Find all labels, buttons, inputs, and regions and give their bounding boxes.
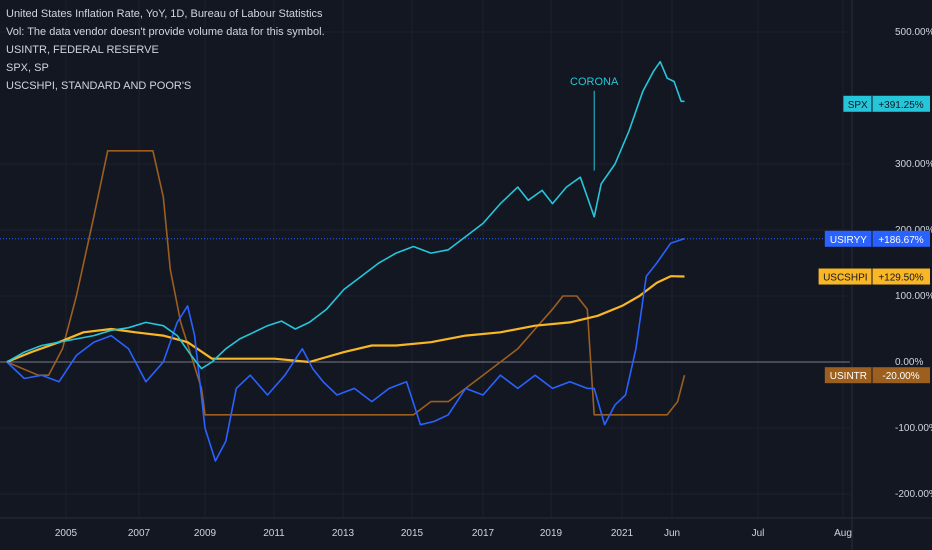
badge-symbol-box — [824, 230, 872, 247]
y-tick-label: 500.00% — [895, 27, 932, 38]
badge-value-text: +129.50% — [878, 273, 923, 284]
x-tick-label: 2009 — [194, 528, 217, 539]
price-badges: SPX +391.25% USIRYY +186.67% USCSHPI +129.50%… — [818, 95, 930, 384]
y-tick-label: 300.00% — [895, 159, 932, 170]
x-tick-label: 2017 — [472, 528, 495, 539]
y-tick-label: 0.00% — [895, 357, 923, 368]
x-tick-label: Jun — [664, 528, 680, 539]
y-axis[interactable]: 500.00% 300.00% 200.00% 100.00% 0.00% -100.00… — [895, 27, 932, 500]
y-tick-label: 100.00% — [895, 291, 932, 302]
badge-symbol-text: USINTR — [830, 371, 867, 382]
x-tick-label: Jul — [752, 528, 765, 539]
badge-symbol-box — [818, 268, 872, 285]
badge-usiryy: USIRYY +186.67% — [824, 230, 930, 247]
x-tick-label: 2013 — [332, 528, 355, 539]
badge-value-box — [872, 95, 930, 112]
series-line-spx — [6, 60, 685, 370]
badge-spx: SPX +391.25% — [843, 95, 930, 112]
badge-symbol-text: USIRYY — [830, 235, 867, 246]
x-tick-label: 2021 — [611, 528, 634, 539]
badge-value-text: -20.00% — [882, 371, 919, 382]
series-group — [6, 60, 686, 462]
legend-spx[interactable]: SPX, SP — [6, 62, 49, 74]
x-tick-label: Aug — [834, 528, 852, 539]
y-tick-label: -200.00% — [895, 489, 932, 500]
series-line-usintr — [6, 150, 686, 416]
corona-annotation: CORONA — [570, 76, 619, 171]
chart-legend: United States Inflation Rate, YoY, 1D, B… — [6, 5, 325, 95]
legend-uscshpi[interactable]: USCSHPI, STANDARD AND POOR'S — [6, 80, 192, 92]
y-tick-label: 200.00% — [895, 225, 932, 236]
badge-usintr: USINTR -20.00% — [824, 367, 930, 384]
badge-value-box — [872, 367, 930, 384]
x-axis[interactable]: 2005 2007 2009 2011 2013 2015 2017 2019 2021 Jun J… — [55, 528, 852, 539]
x-tick-label: 2019 — [540, 528, 563, 539]
badge-value-text: +391.25% — [878, 100, 923, 111]
badge-uscshpi: USCSHPI +129.50% — [818, 268, 930, 285]
badge-value-box — [872, 268, 930, 285]
legend-main-title[interactable]: United States Inflation Rate, YoY, 1D, B… — [6, 8, 323, 20]
badge-symbol-box — [824, 367, 872, 384]
legend-volume-note: Vol: The data vendor doesn't provide vol… — [6, 26, 325, 38]
x-tick-label: 2005 — [55, 528, 78, 539]
badge-symbol-text: USCSHPI — [823, 273, 867, 284]
badge-value-box — [872, 230, 930, 247]
y-tick-label: -100.00% — [895, 423, 932, 434]
x-tick-label: 2011 — [263, 528, 285, 539]
x-tick-label: 2015 — [401, 528, 424, 539]
badge-value-text: +186.67% — [878, 235, 923, 246]
legend-usintr[interactable]: USINTR, FEDERAL RESERVE — [6, 44, 159, 56]
badge-symbol-box — [843, 95, 872, 112]
badge-symbol-text: SPX — [848, 100, 868, 111]
series-line-usiryy — [6, 237, 685, 462]
annotation-label: CORONA — [570, 76, 619, 88]
x-tick-label: 2007 — [128, 528, 151, 539]
